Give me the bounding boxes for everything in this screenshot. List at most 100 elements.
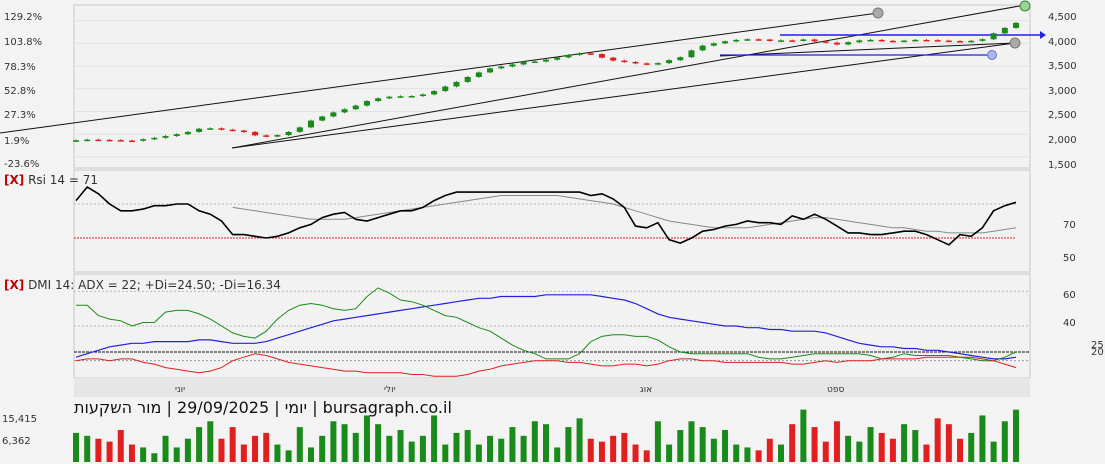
volume-bar — [979, 415, 986, 462]
candle-body — [117, 140, 124, 142]
close-marker-icon — [1019, 0, 1031, 12]
rsi-level-label: 50 — [1063, 253, 1076, 264]
volume-bar — [733, 444, 740, 462]
candle-body — [397, 96, 404, 98]
price-right-tick: 3,500 — [1048, 61, 1077, 72]
candle-body — [654, 63, 661, 65]
volume-bar — [878, 432, 885, 462]
volume-bar — [84, 435, 91, 462]
volume-bar — [677, 430, 684, 462]
dmi-level-label: 20 — [1091, 347, 1104, 358]
volume-tick: 15,415 — [2, 414, 37, 425]
channel-handle — [1009, 37, 1021, 49]
volume-bar — [610, 435, 617, 462]
candle-body — [431, 91, 438, 95]
candle-body — [789, 40, 796, 42]
volume-bar — [229, 427, 236, 462]
x-axis-month: אוג — [640, 385, 653, 395]
volume-bar — [621, 432, 628, 462]
volume-bar — [867, 427, 874, 462]
volume-bar — [990, 441, 997, 462]
price-right-tick: 4,500 — [1048, 12, 1077, 23]
volume-bar — [498, 438, 505, 462]
candle-body — [263, 135, 270, 137]
volume-bar — [654, 421, 661, 462]
candle-body — [811, 39, 818, 42]
candle-body — [632, 61, 639, 64]
dmi-level-label: 40 — [1063, 318, 1076, 329]
volume-bar — [196, 427, 203, 462]
rsi-title-text: Rsi 14 = 71 — [28, 173, 99, 187]
price-left-tick: 78.3% — [4, 62, 36, 73]
price-right-tick: 3,000 — [1048, 86, 1077, 97]
volume-bar — [923, 444, 930, 462]
volume-bar — [184, 438, 191, 462]
candle-body — [419, 94, 426, 97]
candle-body — [677, 57, 684, 61]
trend-channel-base — [231, 42, 1016, 149]
candle-body — [240, 130, 247, 133]
candle-body — [162, 136, 169, 138]
price-left-tick: 129.2% — [4, 12, 43, 23]
volume-bar — [117, 430, 124, 462]
candle-body — [464, 76, 471, 82]
volume-bar — [789, 424, 796, 462]
candle-body — [330, 112, 337, 117]
volume-bar — [386, 435, 393, 462]
volume-bar — [699, 427, 706, 462]
candle-body — [106, 139, 113, 142]
volume-bar — [363, 415, 370, 462]
volume-bar — [1001, 421, 1008, 462]
candle-body — [722, 41, 729, 44]
dmi-close-button[interactable]: [X] — [4, 278, 25, 292]
candle-body — [990, 33, 997, 40]
volume-bar — [945, 424, 952, 462]
volume-bar — [140, 447, 147, 462]
candle-body — [778, 40, 784, 42]
volume-bar — [308, 447, 314, 462]
rsi-line — [75, 185, 1017, 246]
volume-bar — [453, 432, 460, 462]
volume-bar — [688, 421, 695, 462]
candle-body — [296, 127, 303, 132]
candle-body — [1001, 27, 1008, 34]
volume-bar — [263, 432, 270, 462]
candle-body — [845, 42, 852, 45]
price-left-tick: 27.3% — [4, 110, 36, 121]
rsi-level-label: 70 — [1063, 220, 1076, 231]
rsi-close-button[interactable]: [X] — [4, 173, 25, 187]
volume-tick: 6,362 — [2, 436, 31, 447]
price-right-tick: 2,000 — [1048, 135, 1077, 146]
volume-bar — [576, 418, 583, 462]
candle-body — [867, 39, 874, 42]
resistance-arrow — [1040, 31, 1046, 39]
minus-di-line — [75, 353, 1017, 377]
volume-bar — [968, 432, 975, 462]
volume-bar — [73, 432, 79, 462]
price-left-tick: -23.6% — [4, 159, 40, 170]
volume-bar — [666, 444, 673, 462]
candle-body — [520, 61, 527, 65]
volume-bar — [912, 430, 919, 462]
support-handle — [987, 50, 997, 60]
trend-channel-mid — [231, 4, 1026, 149]
candle-body — [386, 96, 393, 99]
candle-body — [666, 60, 673, 64]
dmi-title-text: DMI 14: ADX = 22; +Di=24.50; -Di=16.34 — [28, 278, 281, 292]
volume-bar — [151, 453, 158, 462]
candle-body — [509, 64, 516, 67]
dmi-title: [X] DMI 14: ADX = 22; +Di=24.50; -Di=16.… — [4, 278, 281, 292]
candle-body — [408, 96, 415, 98]
candle-body — [554, 57, 561, 60]
candle-body — [487, 68, 494, 73]
candle-body — [822, 41, 829, 43]
candle-body — [308, 120, 314, 128]
candle-body — [957, 41, 964, 43]
candle-body — [800, 39, 807, 41]
candle-body — [598, 54, 605, 58]
volume-bar — [543, 424, 549, 462]
price-left-tick: 52.8% — [4, 86, 36, 97]
volume-bar — [778, 444, 784, 462]
volume-bar — [431, 415, 438, 462]
